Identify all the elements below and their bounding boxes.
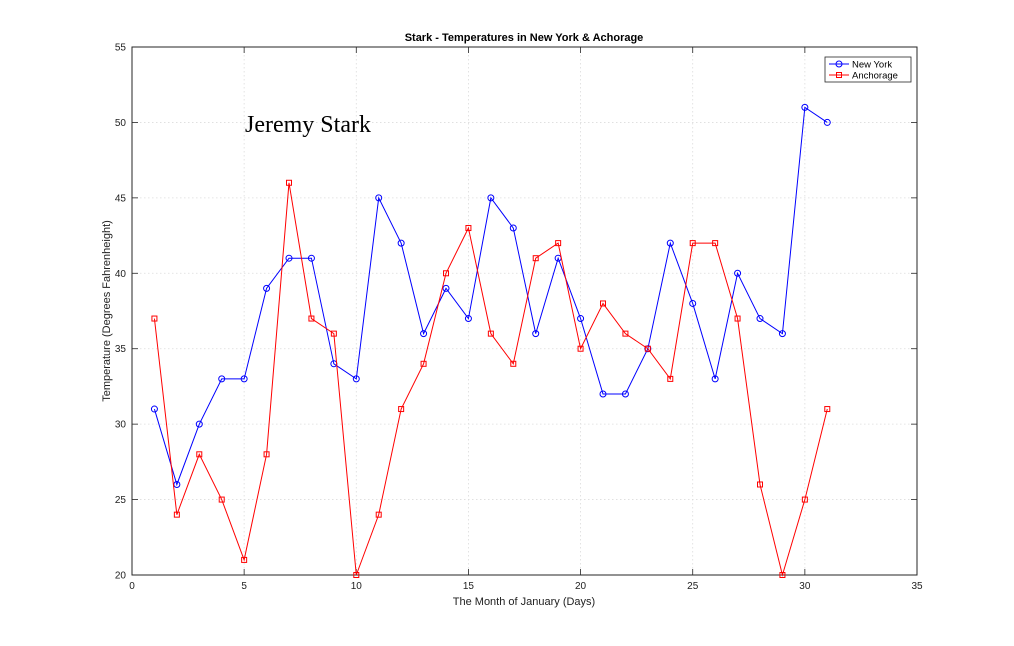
data-point-anchorage bbox=[779, 572, 786, 578]
data-point-anchorage bbox=[689, 240, 696, 247]
x-tick-label: 0 bbox=[129, 581, 135, 592]
data-point-new-york bbox=[263, 284, 271, 292]
x-axis-label: The Month of January (Days) bbox=[453, 596, 595, 608]
data-point-new-york bbox=[801, 103, 809, 111]
y-tick-label: 30 bbox=[115, 420, 127, 431]
data-point-new-york bbox=[464, 315, 472, 323]
data-point-anchorage bbox=[218, 496, 225, 503]
data-point-anchorage bbox=[196, 451, 203, 458]
data-point-anchorage bbox=[801, 496, 808, 503]
data-point-anchorage bbox=[151, 315, 158, 322]
legend-label-new-york: New York bbox=[852, 60, 892, 71]
data-point-new-york bbox=[397, 239, 405, 247]
data-point-anchorage bbox=[420, 360, 427, 367]
author-annotation: Jeremy Stark bbox=[245, 112, 371, 138]
data-point-anchorage bbox=[443, 270, 449, 277]
data-point-new-york bbox=[375, 194, 383, 202]
data-point-anchorage bbox=[398, 406, 405, 413]
data-point-anchorage bbox=[330, 330, 337, 337]
x-tick-label: 35 bbox=[911, 581, 923, 592]
data-point-anchorage bbox=[712, 240, 719, 247]
data-point-anchorage bbox=[667, 375, 674, 382]
data-point-new-york bbox=[532, 330, 540, 338]
grid bbox=[132, 47, 917, 575]
data-point-new-york bbox=[689, 299, 697, 307]
data-point-new-york bbox=[666, 239, 674, 247]
data-point-new-york bbox=[307, 254, 315, 262]
data-point-anchorage bbox=[353, 572, 360, 578]
axis-ticks: 0 5 10 15 20 25 30 35 20 25 30 35 40 45 50 55 bbox=[115, 43, 923, 593]
data-point-new-york bbox=[823, 118, 831, 126]
data-point-anchorage bbox=[644, 345, 651, 352]
data-point-new-york bbox=[195, 420, 203, 428]
y-tick-label: 20 bbox=[115, 571, 127, 582]
legend-marker-new-york bbox=[835, 60, 843, 68]
data-point-anchorage bbox=[286, 179, 292, 186]
series-line-anchorage bbox=[153, 182, 828, 577]
y-tick-label: 55 bbox=[115, 43, 127, 54]
x-tick-label: 20 bbox=[575, 581, 587, 592]
data-point-new-york bbox=[352, 375, 360, 383]
y-tick-label: 45 bbox=[115, 193, 127, 204]
data-point-anchorage bbox=[375, 511, 382, 518]
data-point-new-york bbox=[442, 284, 450, 292]
data-point-new-york bbox=[218, 375, 226, 383]
data-point-new-york bbox=[734, 269, 742, 277]
chart-title: Stark - Temperatures in New York & Achor… bbox=[405, 32, 644, 44]
data-point-new-york bbox=[599, 390, 607, 398]
data-point-anchorage bbox=[173, 511, 180, 518]
y-tick-label: 35 bbox=[115, 344, 127, 355]
data-point-anchorage bbox=[555, 240, 562, 247]
y-tick-label: 40 bbox=[115, 269, 127, 280]
data-point-anchorage bbox=[600, 300, 606, 307]
x-tick-label: 30 bbox=[799, 581, 811, 592]
x-tick-label: 5 bbox=[241, 581, 247, 592]
data-point-new-york bbox=[150, 405, 158, 413]
data-point-new-york bbox=[240, 375, 248, 383]
data-point-anchorage bbox=[465, 225, 472, 232]
data-point-anchorage bbox=[487, 330, 494, 337]
x-tick-label: 10 bbox=[351, 581, 363, 592]
x-tick-label: 25 bbox=[687, 581, 699, 592]
data-point-new-york bbox=[420, 330, 428, 338]
data-point-anchorage bbox=[824, 406, 831, 413]
data-point-anchorage bbox=[577, 345, 584, 352]
x-tick-label: 15 bbox=[463, 581, 475, 592]
data-point-anchorage bbox=[757, 481, 763, 488]
data-point-new-york bbox=[621, 390, 629, 398]
data-point-new-york bbox=[509, 224, 517, 232]
data-point-new-york bbox=[778, 330, 786, 338]
legend-marker-anchorage bbox=[836, 72, 842, 78]
legend-label-anchorage: Anchorage bbox=[852, 71, 898, 82]
data-point-anchorage bbox=[263, 451, 270, 458]
y-tick-label: 50 bbox=[115, 118, 127, 129]
data-point-anchorage bbox=[532, 255, 539, 262]
series-line-new-york bbox=[153, 106, 828, 487]
data-series bbox=[150, 103, 831, 578]
y-axis-label: Temperature (Degrees Fahrenheight) bbox=[101, 220, 113, 402]
data-point-anchorage bbox=[734, 315, 741, 322]
y-tick-label: 25 bbox=[115, 495, 127, 506]
data-point-new-york bbox=[711, 375, 719, 383]
data-point-new-york bbox=[577, 315, 585, 323]
data-point-new-york bbox=[487, 194, 495, 202]
data-point-anchorage bbox=[241, 556, 248, 563]
legend: New York Anchorage bbox=[824, 56, 912, 83]
data-point-new-york bbox=[756, 315, 764, 323]
data-point-anchorage bbox=[622, 330, 629, 337]
data-point-anchorage bbox=[308, 315, 315, 322]
data-point-new-york bbox=[285, 254, 293, 262]
data-point-anchorage bbox=[510, 360, 517, 367]
plot-frame bbox=[131, 46, 918, 576]
